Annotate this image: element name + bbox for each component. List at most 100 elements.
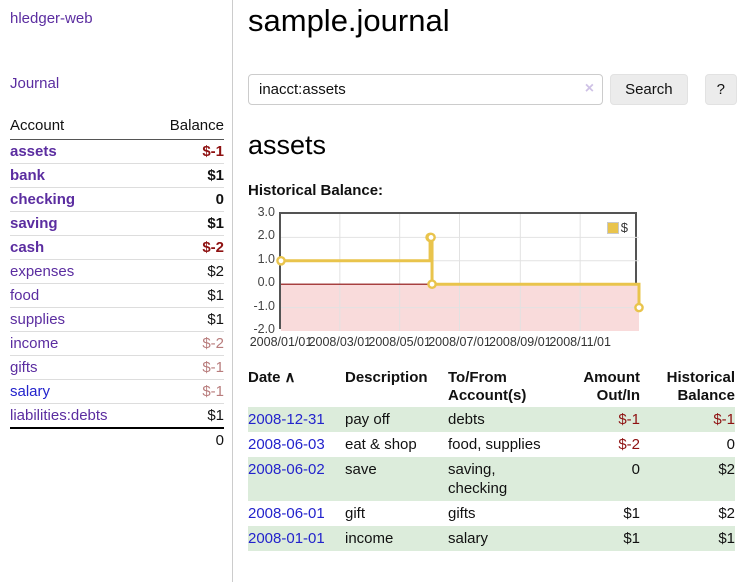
account-link-assets[interactable]: assets [10, 143, 57, 160]
search-button[interactable]: Search [610, 74, 688, 105]
register-table-body: 2008-12-31 pay off debts $-1 $-1 2008-06-03 ea… [248, 407, 735, 551]
account-column-header: Account [10, 114, 148, 140]
transaction-date-link[interactable]: 2008-06-02 [248, 461, 325, 478]
account-link-supplies[interactable]: supplies [10, 311, 66, 328]
account-row: food $1 [10, 283, 224, 308]
transaction-balance: 0 [726, 436, 735, 453]
transaction-description: eat & shop [345, 436, 417, 453]
date-column-header[interactable]: Date ∧ [248, 369, 296, 386]
account-row: cash $-2 [10, 235, 224, 260]
transaction-accounts: debts [448, 411, 485, 428]
y-axis-tick-label: 2.0 [257, 228, 275, 243]
account-balance: $1 [147, 163, 224, 188]
register-table: Date ∧ Description To/From Account(s) Amou… [248, 367, 735, 551]
account-link-cash[interactable]: cash [10, 239, 45, 256]
account-link-liabilities-debts[interactable]: liabilities:debts [10, 407, 108, 424]
transaction-balance: $2 [718, 461, 735, 478]
account-link-expenses[interactable]: expenses [10, 263, 75, 280]
transaction-balance: $2 [718, 505, 735, 522]
search-input[interactable] [248, 74, 604, 105]
amount-column-header: Amount Out/In [583, 369, 640, 404]
transaction-accounts: gifts [448, 505, 476, 522]
account-row: checking 0 [10, 187, 224, 212]
account-balance: $-1 [147, 379, 224, 404]
account-balance: $-2 [147, 331, 224, 356]
account-link-income[interactable]: income [10, 335, 59, 352]
account-balance: $2 [147, 259, 224, 284]
transaction-accounts: food, supplies [448, 436, 541, 453]
transaction-description: save [345, 461, 377, 478]
y-axis-tick-label: 0.0 [257, 275, 275, 290]
transaction-amount: $1 [623, 530, 640, 547]
y-axis-tick-label: 1.0 [257, 251, 275, 266]
account-tree-body: assets $-1 bank $1 checking 0 saving $1 cash $-2 e… [10, 139, 224, 429]
transaction-amount: 0 [631, 461, 640, 478]
help-button[interactable]: ? [704, 74, 737, 105]
account-link-checking[interactable]: checking [10, 191, 76, 208]
account-tree: Account Balance assets $-1 bank $1 checking 0… [10, 114, 224, 452]
app-title-link[interactable]: hledger-web [10, 10, 93, 27]
transaction-balance: $1 [718, 530, 735, 547]
main-content: sample.journal × Search ? assets Histori… [248, 0, 737, 551]
transaction-date-link[interactable]: 2008-12-31 [248, 411, 325, 428]
chart-legend: $ [604, 219, 630, 236]
sidebar-item-journal[interactable]: Journal [10, 75, 60, 92]
account-row: bank $1 [10, 163, 224, 188]
account-link-gifts[interactable]: gifts [10, 359, 38, 376]
register-row: 2008-01-01 income salary $1 $1 [248, 526, 735, 551]
chart-label: Historical Balance: [248, 182, 384, 199]
account-balance: $1 [147, 403, 224, 429]
account-row: assets $-1 [10, 139, 224, 164]
account-balance: $-1 [147, 355, 224, 380]
register-row: 2008-06-01 gift gifts $1 $2 [248, 501, 735, 526]
balance-column-header: Balance [147, 114, 224, 140]
account-balance: $1 [147, 307, 224, 332]
x-axis-tick-label: 2008/11/01 [549, 335, 611, 349]
search-bar: × Search ? [248, 74, 737, 105]
transaction-accounts: saving, checking [448, 461, 508, 497]
transaction-description: income [345, 530, 394, 547]
transaction-description: gift [345, 505, 366, 522]
account-balance: 0 [147, 187, 224, 212]
sort-asc-icon: ∧ [284, 369, 296, 386]
account-row: gifts $-1 [10, 355, 224, 380]
account-balance: $1 [147, 283, 224, 308]
x-axis-tick-label: 2008/05/01 [368, 335, 431, 349]
transaction-date-link[interactable]: 2008-01-01 [248, 530, 325, 547]
account-total-label [10, 427, 148, 452]
x-axis-tick-label: 2008/01/01 [249, 335, 313, 349]
account-row: expenses $2 [10, 259, 224, 284]
x-axis-tick-label: 2008/09/01 [489, 335, 552, 349]
legend-label: $ [620, 220, 628, 235]
transaction-amount: $-1 [618, 411, 640, 428]
legend-swatch-icon [606, 221, 619, 234]
transaction-balance: $-1 [713, 411, 735, 428]
accounts-column-header: To/From Account(s) [448, 369, 527, 404]
balance-column-header-register: Historical Balance [666, 369, 735, 404]
chart-canvas [276, 214, 644, 331]
account-link-salary[interactable]: salary [10, 383, 51, 400]
transaction-date-link[interactable]: 2008-06-03 [248, 436, 325, 453]
account-row: income $-2 [10, 331, 224, 356]
sidebar: hledger-web Journal Account Balance asse… [0, 0, 233, 582]
page-title: sample.journal [248, 3, 450, 38]
account-link-food[interactable]: food [10, 287, 40, 304]
account-balance: $-2 [147, 235, 224, 260]
clear-search-icon[interactable]: × [584, 80, 595, 97]
account-row: liabilities:debts $1 [10, 403, 224, 429]
account-row: salary $-1 [10, 379, 224, 404]
y-axis-tick-label: -2.0 [253, 322, 275, 336]
account-balance: $-1 [147, 139, 224, 164]
register-row: 2008-06-03 eat & shop food, supplies $-2 0 [248, 432, 735, 457]
account-link-saving[interactable]: saving [10, 215, 58, 232]
x-axis-tick-label: 2008/07/01 [428, 335, 491, 349]
account-row: supplies $1 [10, 307, 224, 332]
account-link-bank[interactable]: bank [10, 167, 46, 184]
account-balance: $1 [147, 211, 224, 236]
balance-chart: $ 3.0 2.0 1.0 0.0 -1.0 -2.0 2008/01/01 2008/03/… [248, 205, 737, 351]
chart-plot: $ [276, 212, 644, 331]
transaction-description: pay off [345, 411, 390, 428]
register-row: 2008-12-31 pay off debts $-1 $-1 [248, 407, 735, 432]
transaction-date-link[interactable]: 2008-06-01 [248, 505, 325, 522]
y-axis-tick-label: -1.0 [253, 298, 275, 313]
